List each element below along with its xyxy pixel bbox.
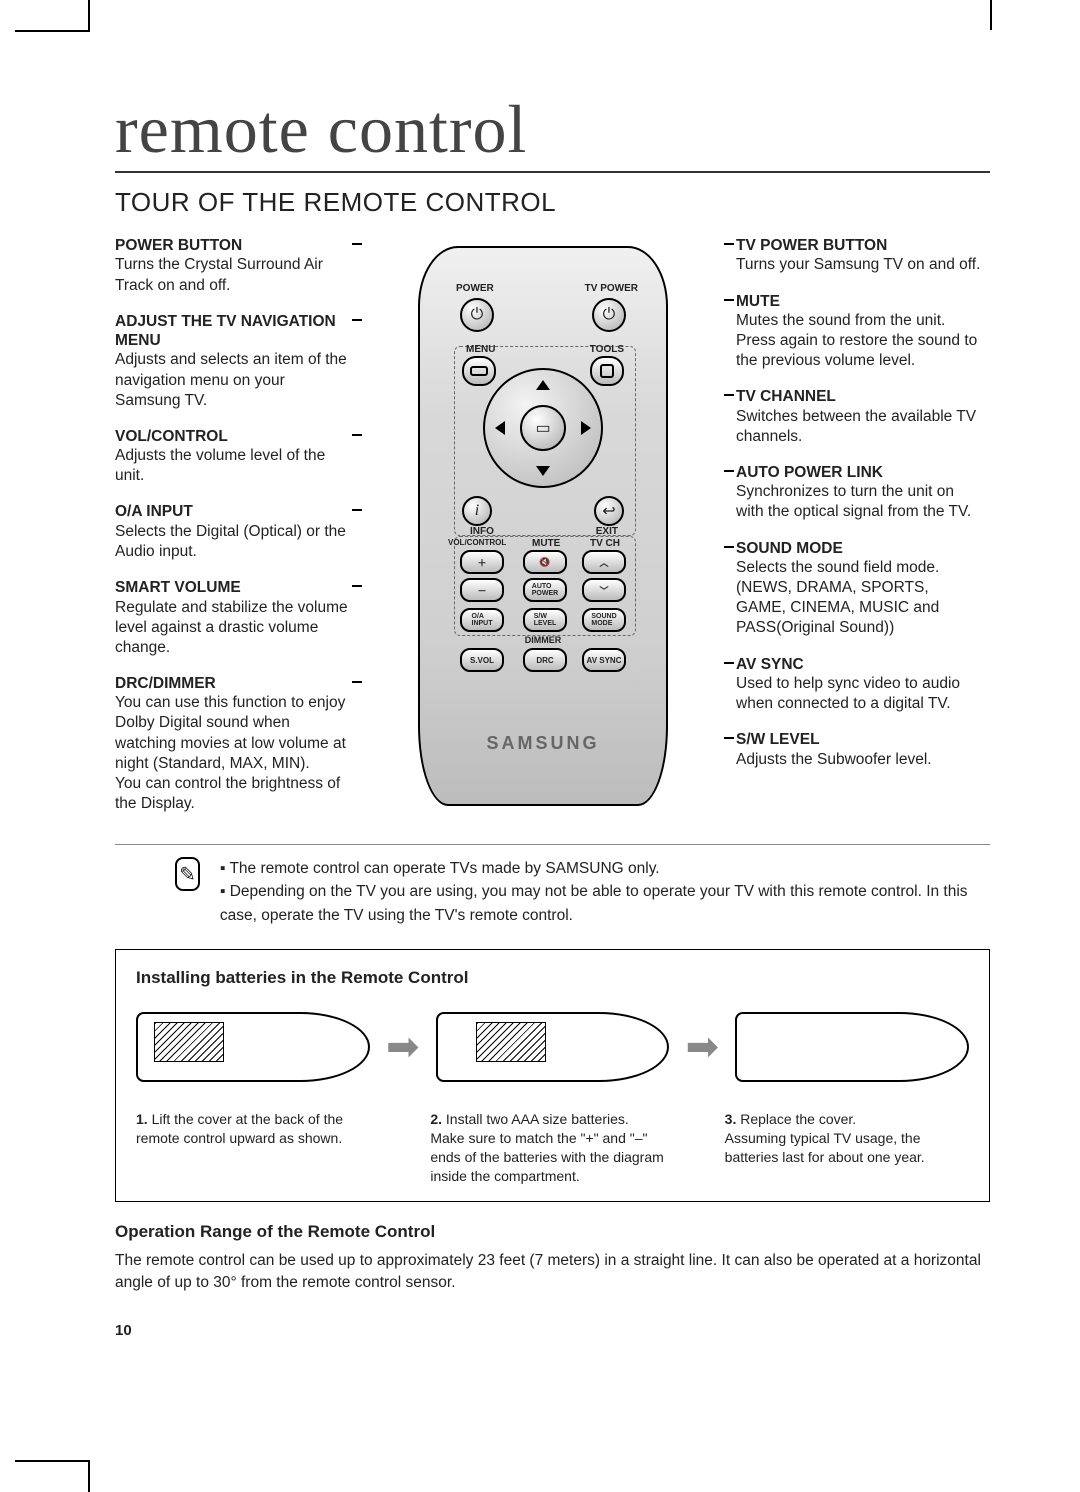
sound-mode-button: SOUND MODE xyxy=(582,608,626,632)
desc-body: Adjusts the volume level of the unit. xyxy=(115,446,350,486)
label-dimmer: DIMMER xyxy=(525,635,562,645)
desc-title: AUTO POWER LINK xyxy=(736,463,981,482)
note-item: Depending on the TV you are using, you m… xyxy=(220,880,990,927)
install-step: 1. Lift the cover at the back of the rem… xyxy=(136,1110,380,1186)
desc-title: TV POWER BUTTON xyxy=(736,236,981,255)
desc-body: Mutes the sound from the unit. Press aga… xyxy=(736,311,981,371)
install-title: Installing batteries in the Remote Contr… xyxy=(136,968,969,988)
desc-body: Turns your Samsung TV on and off. xyxy=(736,255,981,275)
desc-block: SOUND MODESelects the sound field mode. … xyxy=(736,539,981,639)
desc-block: ADJUST THE TV NAVIGATION MENUAdjusts and… xyxy=(115,312,350,411)
desc-block: SMART VOLUMERegulate and stabilize the v… xyxy=(115,578,350,658)
desc-title: VOL/CONTROL xyxy=(115,427,350,446)
desc-title: AV SYNC xyxy=(736,655,981,674)
desc-title: S/W LEVEL xyxy=(736,730,981,749)
drc-button: DRC xyxy=(523,648,567,672)
left-column: POWER BUTTONTurns the Crystal Surround A… xyxy=(115,236,350,814)
operation-body: The remote control can be used up to app… xyxy=(115,1250,990,1293)
desc-block: VOL/CONTROLAdjusts the volume level of t… xyxy=(115,427,350,487)
desc-block: AV SYNCUsed to help sync video to audio … xyxy=(736,655,981,715)
install-box: Installing batteries in the Remote Contr… xyxy=(115,949,990,1203)
desc-body: Switches between the available TV channe… xyxy=(736,407,981,447)
desc-block: POWER BUTTONTurns the Crystal Surround A… xyxy=(115,236,350,296)
desc-body: Selects the sound field mode. (NEWS, DRA… xyxy=(736,558,981,639)
right-column: TV POWER BUTTONTurns your Samsung TV on … xyxy=(736,236,981,814)
label-vol: VOL/CONTROL xyxy=(448,538,506,547)
label-tvch: TV CH xyxy=(590,538,620,549)
desc-body: Used to help sync video to audio when co… xyxy=(736,674,981,714)
label-tvpower: TV POWER xyxy=(585,283,638,294)
vol-down: － xyxy=(460,578,504,602)
label-power: POWER xyxy=(456,283,494,294)
tour-section: POWER BUTTONTurns the Crystal Surround A… xyxy=(115,236,990,814)
label-menu: MENU xyxy=(466,344,495,355)
install-step: 3. Replace the cover. Assuming typical T… xyxy=(725,1110,969,1186)
sw-level-button: S/W LEVEL xyxy=(523,608,567,632)
desc-block: DRC/DIMMERYou can use this function to e… xyxy=(115,674,350,814)
page-title: remote control xyxy=(115,90,990,173)
ch-up: ︿ xyxy=(582,550,626,574)
desc-body: Turns the Crystal Surround Air Track on … xyxy=(115,255,350,295)
install-ill-2 xyxy=(436,1002,670,1092)
remote-illustration: POWER TV POWER ⏻ ⏻ MENU TOOLS ▭ i ↩ INFO… xyxy=(358,236,728,814)
desc-block: TV CHANNELSwitches between the available… xyxy=(736,387,981,447)
desc-title: O/A INPUT xyxy=(115,502,350,521)
svol-button: S.VOL xyxy=(460,648,504,672)
label-exit: EXIT xyxy=(596,526,618,537)
mute-button: 🔇 xyxy=(523,550,567,574)
menu-button xyxy=(462,356,496,386)
desc-body: Regulate and stabilize the volume level … xyxy=(115,598,350,658)
label-info: INFO xyxy=(470,526,494,537)
label-mute: MUTE xyxy=(532,538,560,549)
info-button: i xyxy=(462,496,492,526)
arrow-icon: ➡ xyxy=(685,1024,719,1070)
page-number: 10 xyxy=(115,1322,990,1339)
desc-body: You can use this function to enjoy Dolby… xyxy=(115,693,350,814)
arrow-icon: ➡ xyxy=(386,1024,420,1070)
label-tools: TOOLS xyxy=(590,344,624,355)
operation-title: Operation Range of the Remote Control xyxy=(115,1222,990,1242)
auto-power-button: AUTO POWER xyxy=(523,578,567,602)
tools-button xyxy=(590,356,624,386)
desc-body: Adjusts the Subwoofer level. xyxy=(736,750,981,770)
dpad: ▭ xyxy=(483,368,603,488)
install-ill-1 xyxy=(136,1002,370,1092)
desc-body: Synchronizes to turn the unit on with th… xyxy=(736,482,981,522)
install-steps: 1. Lift the cover at the back of the rem… xyxy=(136,1110,969,1186)
install-illustrations: ➡ ➡ xyxy=(136,1002,969,1092)
desc-title: MUTE xyxy=(736,292,981,311)
note-item: The remote control can operate TVs made … xyxy=(220,857,990,880)
power-button: ⏻ xyxy=(460,298,494,332)
desc-body: Selects the Digital (Optical) or the Aud… xyxy=(115,522,350,562)
brand-label: SAMSUNG xyxy=(420,733,666,754)
desc-title: DRC/DIMMER xyxy=(115,674,350,693)
desc-block: AUTO POWER LINKSynchronizes to turn the … xyxy=(736,463,981,523)
avsync-button: AV SYNC xyxy=(582,648,626,672)
desc-title: TV CHANNEL xyxy=(736,387,981,406)
desc-block: S/W LEVELAdjusts the Subwoofer level. xyxy=(736,730,981,770)
desc-title: POWER BUTTON xyxy=(115,236,350,255)
exit-button: ↩ xyxy=(594,496,624,526)
desc-body: Adjusts and selects an item of the navig… xyxy=(115,350,350,410)
desc-title: SOUND MODE xyxy=(736,539,981,558)
install-ill-3 xyxy=(735,1002,969,1092)
operation-section: Operation Range of the Remote Control Th… xyxy=(115,1222,990,1293)
note-list: The remote control can operate TVs made … xyxy=(220,857,990,927)
desc-block: O/A INPUTSelects the Digital (Optical) o… xyxy=(115,502,350,562)
oa-input-button: O/A INPUT xyxy=(460,608,504,632)
ch-down: ﹀ xyxy=(582,578,626,602)
desc-block: TV POWER BUTTONTurns your Samsung TV on … xyxy=(736,236,981,276)
install-step: 2. Install two AAA size batteries. Make … xyxy=(430,1110,674,1186)
note-icon: ✎ xyxy=(175,857,200,891)
tv-power-button: ⏻ xyxy=(592,298,626,332)
vol-up: ＋ xyxy=(460,550,504,574)
section-title: TOUR OF THE REMOTE CONTROL xyxy=(115,187,990,218)
notes-section: ✎ The remote control can operate TVs mad… xyxy=(115,844,990,927)
desc-title: ADJUST THE TV NAVIGATION MENU xyxy=(115,312,350,351)
desc-block: MUTEMutes the sound from the unit. Press… xyxy=(736,292,981,372)
desc-title: SMART VOLUME xyxy=(115,578,350,597)
